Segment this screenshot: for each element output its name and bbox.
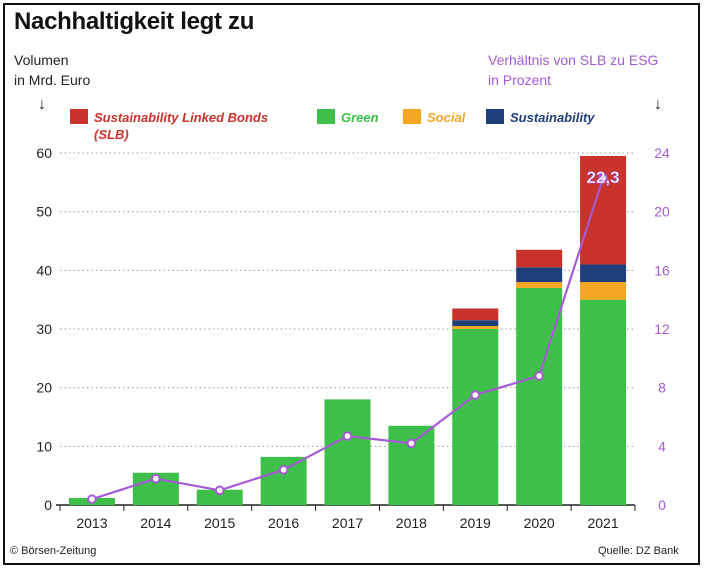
ratio-point (87, 494, 97, 504)
bar-green (388, 425, 435, 505)
ratio-point (534, 371, 544, 381)
left-axis-label: Volumen in Mrd. Euro (14, 52, 91, 88)
chart-title: Nachhaltigkeit legt zu (14, 8, 255, 35)
y-tick-label: 30 (36, 321, 52, 337)
x-tick-label: 2013 (76, 515, 107, 531)
y-tick-label: 0 (44, 497, 52, 513)
bar-green (580, 299, 627, 505)
bar-green (516, 287, 563, 505)
legend-label-slb: (SLB) (94, 127, 129, 142)
ratio-point (214, 485, 225, 496)
legend-swatch-sustainability (486, 109, 504, 124)
right-axis-arrow-icon: ↓ (654, 96, 662, 113)
y-tick-label: 50 (36, 204, 52, 220)
y-tick-label: 40 (36, 262, 52, 278)
legend-label-social: Social (427, 110, 466, 125)
y2-tick-label: 12 (654, 321, 670, 337)
legend-swatch-green (317, 109, 335, 124)
legend-label-green: Green (341, 110, 379, 125)
bar-social (516, 282, 563, 288)
legend-swatch-social (403, 109, 421, 124)
y2-tick-label: 16 (654, 262, 670, 278)
bar-green (324, 399, 371, 505)
x-tick-label: 2021 (587, 515, 618, 531)
bar-green (260, 456, 307, 505)
bar-slb (452, 308, 499, 321)
x-tick-label: 2015 (204, 515, 235, 531)
legend-swatch-slb (70, 109, 88, 124)
bar-green (452, 329, 499, 505)
y2-tick-label: 0 (658, 497, 666, 513)
ratio-point (470, 390, 481, 400)
bar-social (452, 326, 499, 329)
x-tick-label: 2018 (396, 515, 427, 531)
x-tick-label: 2020 (524, 515, 555, 531)
y2-tick-label: 20 (654, 204, 670, 220)
legend-label-slb: Sustainability Linked Bonds (94, 110, 268, 125)
ratio-point (278, 465, 289, 475)
ratio-data-label: 22,3 (587, 168, 620, 187)
bar-sustainability (452, 320, 499, 327)
x-tick-label: 2017 (332, 515, 363, 531)
x-tick-label: 2016 (268, 515, 299, 531)
credit-text: © Börsen-Zeitung (10, 545, 97, 557)
legend-label-sustainability: Sustainability (510, 110, 595, 125)
bar-sustainability (516, 267, 563, 283)
left-axis-arrow-icon: ↓ (38, 96, 46, 113)
x-tick-label: 2014 (140, 515, 171, 531)
bar-slb (516, 249, 563, 268)
bar-social (580, 282, 627, 300)
bar-green (196, 489, 243, 505)
y-tick-label: 20 (36, 380, 52, 396)
y2-tick-label: 8 (658, 380, 666, 396)
ratio-point (406, 438, 417, 449)
right-axis-label: Verhältnis von SLB zu ESG in Prozent (488, 52, 659, 88)
ratio-point (342, 431, 353, 441)
ratio-point (151, 473, 161, 484)
y2-tick-label: 4 (658, 438, 666, 454)
y-tick-label: 60 (36, 145, 52, 161)
bar-sustainability (580, 264, 627, 283)
x-tick-label: 2019 (460, 515, 491, 531)
y2-tick-label: 24 (654, 145, 670, 161)
ratio-point (598, 173, 608, 183)
y-tick-label: 10 (36, 438, 52, 454)
source-text: Quelle: DZ Bank (598, 545, 679, 557)
